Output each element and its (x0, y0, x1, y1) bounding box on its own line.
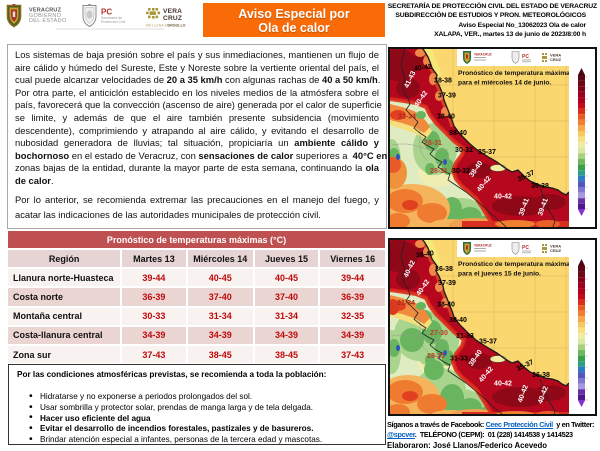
svg-text:VERACRUZ: VERACRUZ (474, 53, 492, 57)
svg-text:30-32: 30-32 (452, 168, 470, 175)
svg-text:CRUZ: CRUZ (163, 15, 182, 22)
svg-text:36-38: 36-38 (435, 266, 453, 273)
svg-text:38-40: 38-40 (437, 113, 455, 120)
svg-text:Pronóstico de temperatura máxi: Pronóstico de temperatura máxima (458, 70, 570, 77)
svg-text:31-34: 31-34 (397, 300, 415, 307)
svg-text:PC: PC (101, 8, 112, 17)
svg-text:para el jueves 15 de junio.: para el jueves 15 de junio. (458, 271, 541, 278)
svg-text:VERA: VERA (163, 8, 182, 15)
svg-text:GOBIERNO: GOBIERNO (29, 13, 61, 19)
svg-text:36-38: 36-38 (532, 372, 550, 379)
svg-text:CRUZ: CRUZ (550, 57, 562, 62)
svg-text:27-30: 27-30 (430, 330, 448, 337)
svg-text:DEL ESTADO: DEL ESTADO (29, 18, 67, 24)
svg-text:VERACRUZ: VERACRUZ (474, 244, 492, 248)
svg-text:PC: PC (522, 245, 529, 251)
svg-text:40-42: 40-42 (494, 193, 512, 200)
svg-text:35-37: 35-37 (478, 149, 496, 156)
svg-text:31-33: 31-33 (456, 333, 474, 340)
svg-text:CRUZ: CRUZ (550, 248, 562, 253)
svg-text:PC: PC (522, 54, 529, 60)
svg-text:38-40: 38-40 (437, 302, 455, 309)
svg-text:ORGULLO: ORGULLO (168, 23, 186, 27)
svg-text:30-32: 30-32 (455, 147, 473, 154)
svg-text:35-37: 35-37 (479, 338, 497, 345)
svg-text:28-31: 28-31 (427, 353, 445, 360)
svg-text:38-38: 38-38 (434, 78, 452, 85)
svg-text:37-39: 37-39 (438, 93, 456, 100)
svg-text:Pronóstico de temperatura máxi: Pronóstico de temperatura máxima (458, 261, 570, 268)
svg-text:VERA: VERA (550, 244, 561, 249)
svg-text:para el miércoles 14 de junio.: para el miércoles 14 de junio. (458, 80, 551, 87)
svg-text:31-34: 31-34 (398, 113, 416, 120)
svg-text:Protección Civil: Protección Civil (101, 20, 125, 24)
svg-text:ME LLENA DE: ME LLENA DE (146, 23, 170, 27)
svg-text:37-39: 37-39 (438, 280, 456, 287)
svg-text:38-40: 38-40 (449, 130, 467, 137)
svg-text:VERA: VERA (550, 53, 561, 58)
svg-text:28-31: 28-31 (424, 140, 442, 147)
svg-text:Secretaría de: Secretaría de (101, 16, 122, 20)
svg-text:31-33: 31-33 (450, 356, 468, 363)
svg-text:40-42: 40-42 (414, 63, 433, 72)
svg-text:38-40: 38-40 (416, 250, 435, 259)
svg-text:40-42: 40-42 (494, 381, 512, 388)
svg-text:28-31: 28-31 (430, 168, 448, 175)
svg-text:VERACRUZ: VERACRUZ (29, 8, 62, 14)
svg-text:38-40: 38-40 (449, 317, 467, 324)
svg-text:36-38: 36-38 (531, 183, 549, 190)
